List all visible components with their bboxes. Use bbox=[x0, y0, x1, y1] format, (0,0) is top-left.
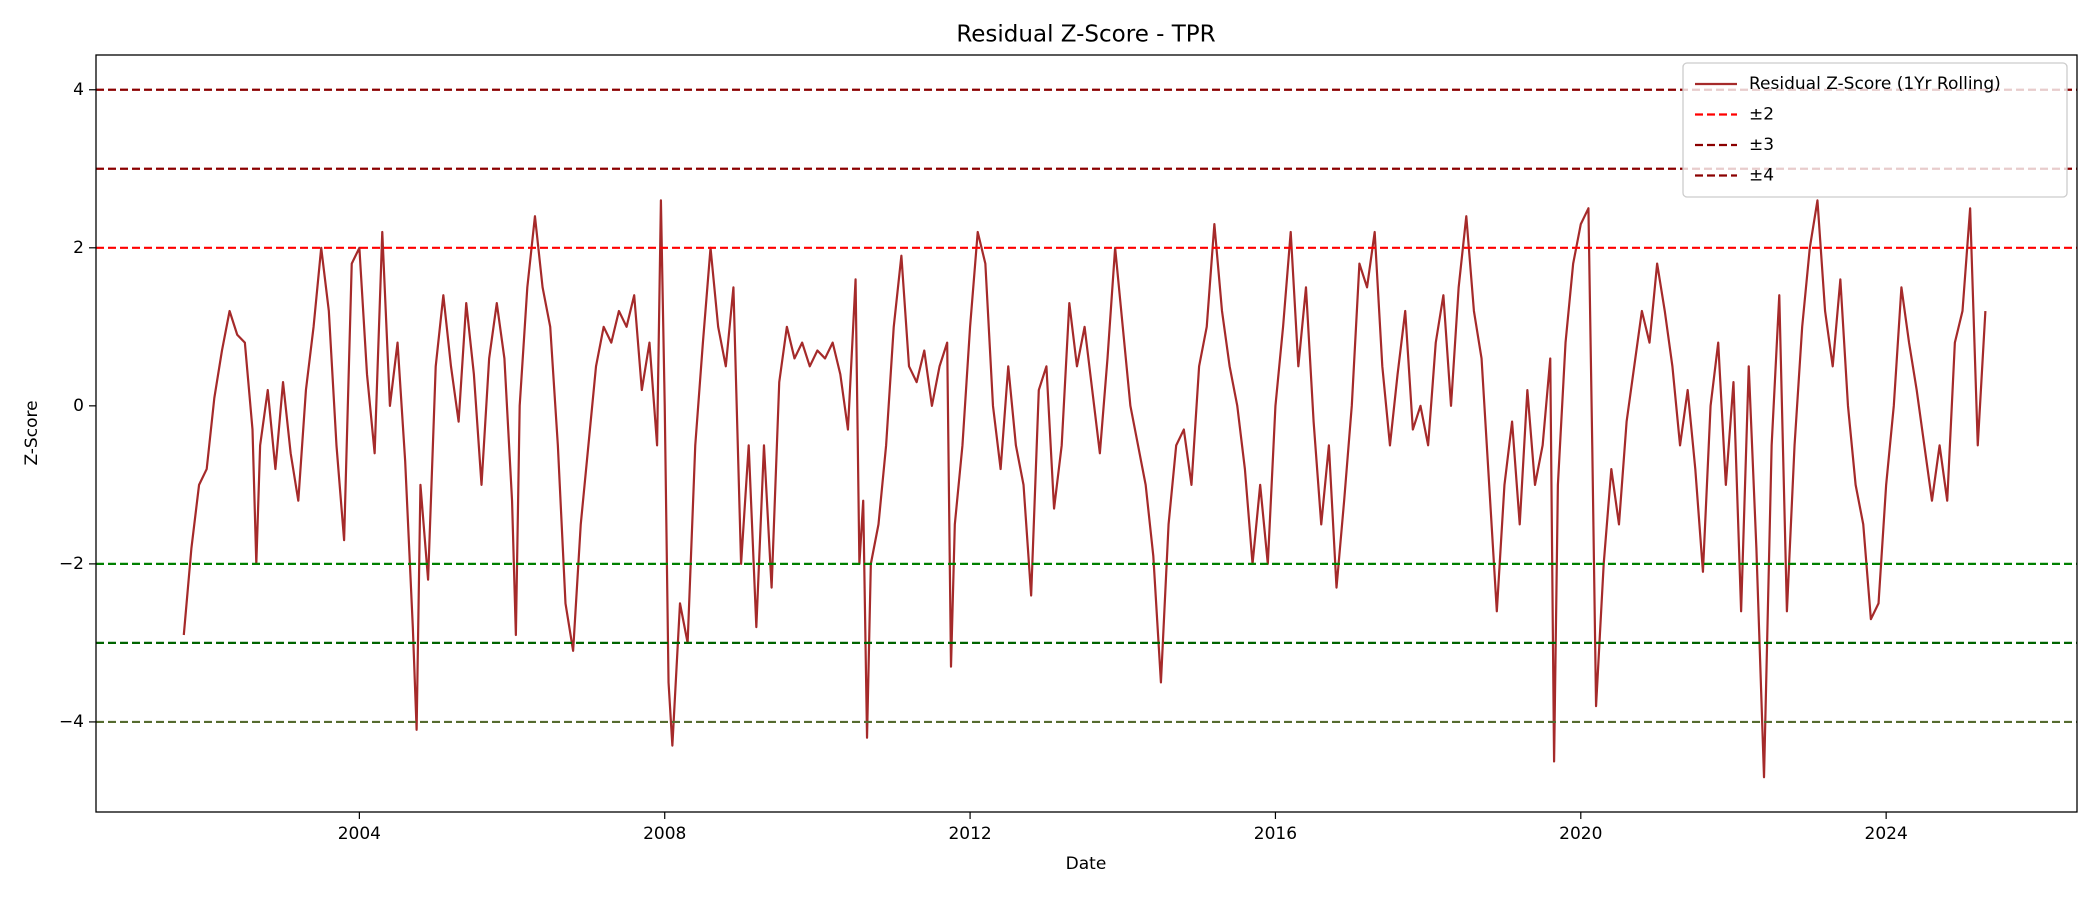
y-tick-label: 2 bbox=[73, 238, 84, 258]
y-tick-label: −4 bbox=[59, 712, 84, 732]
y-tick-label: 4 bbox=[73, 80, 84, 100]
x-tick-label: 2008 bbox=[643, 824, 686, 844]
x-tick-label: 2024 bbox=[1865, 824, 1908, 844]
x-tick-label: 2012 bbox=[948, 824, 991, 844]
chart-title: Residual Z-Score - TPR bbox=[956, 22, 1215, 48]
x-tick-label: 2004 bbox=[338, 824, 381, 844]
legend: Residual Z-Score (1Yr Rolling) ±2 ±3 ±4 bbox=[1682, 62, 2068, 198]
x-tick-label: 2020 bbox=[1559, 824, 1602, 844]
plot-area: −4 −2 0 2 4 2004 2008 2012 2016 2020 2024 bbox=[59, 54, 2078, 844]
y-axis-label: Z-Score bbox=[22, 400, 42, 465]
legend-box bbox=[1682, 62, 2068, 198]
legend-label: ±3 bbox=[1749, 135, 1774, 155]
data-line bbox=[182, 199, 1987, 779]
x-tick-label: 2016 bbox=[1254, 824, 1297, 844]
y-tick-label: 0 bbox=[73, 396, 84, 416]
x-axis-label: Date bbox=[1066, 854, 1107, 874]
legend-label: ±4 bbox=[1749, 166, 1774, 186]
y-tick-label: −2 bbox=[59, 554, 84, 574]
legend-label: Residual Z-Score (1Yr Rolling) bbox=[1749, 74, 2001, 94]
plot-frame bbox=[95, 54, 2078, 813]
legend-label: ±2 bbox=[1749, 105, 1774, 125]
